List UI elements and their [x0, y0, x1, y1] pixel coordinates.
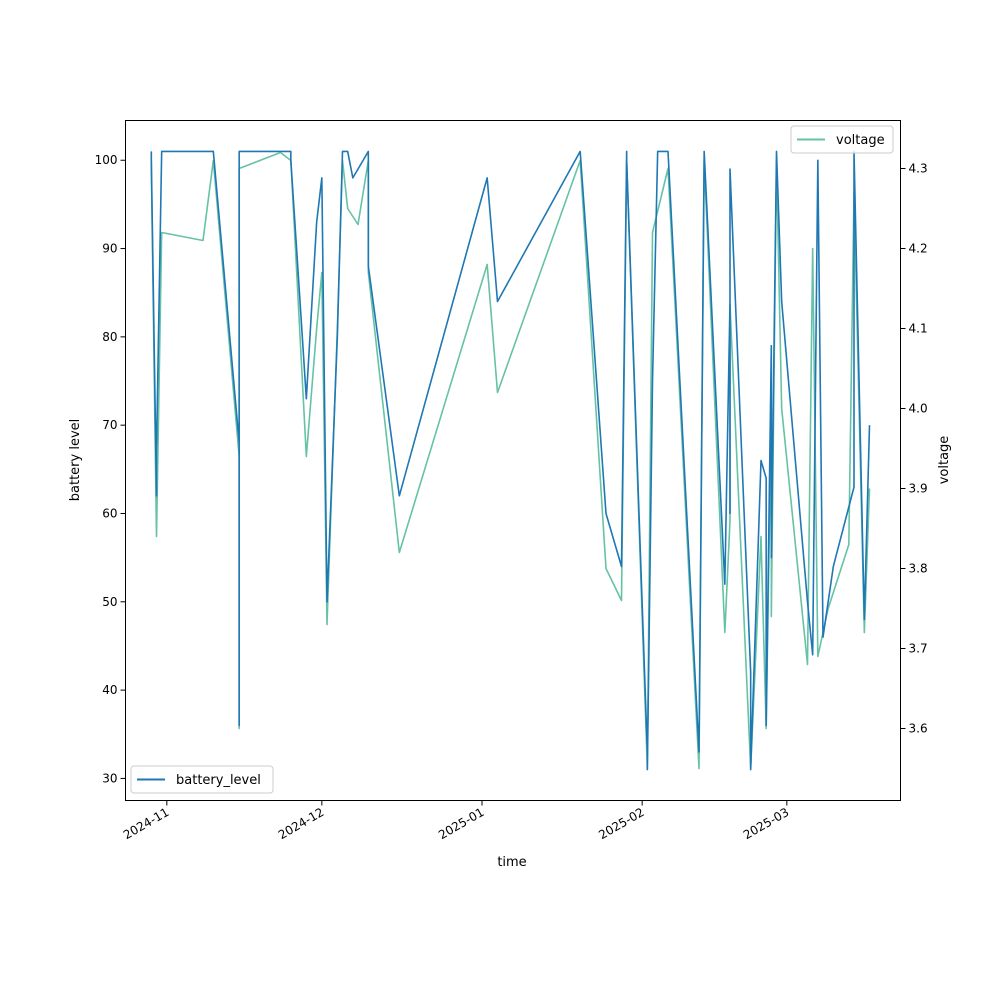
legend-box — [790, 125, 894, 154]
legend-box — [130, 765, 274, 794]
plot-frame — [125, 120, 901, 801]
left-y-tick-label: 70 — [102, 418, 117, 432]
left-y-tick-label: 100 — [95, 153, 118, 167]
left-y-tick-label: 80 — [102, 330, 117, 344]
right-y-tick-label: 3.6 — [909, 722, 928, 736]
left-y-tick-label: 90 — [102, 242, 117, 256]
legend-battery-level: battery_level — [130, 765, 274, 794]
left-y-tick-label: 50 — [102, 595, 117, 609]
right-y-tick-label: 3.7 — [909, 642, 928, 656]
right-y-tick-label: 4.0 — [909, 402, 928, 416]
left-y-axis-label: battery level — [68, 419, 83, 502]
x-tick-label: 2025-01 — [436, 805, 486, 842]
right-y-tick-label: 3.8 — [909, 562, 928, 576]
legend-label-battery-level: battery_level — [176, 773, 261, 788]
x-axis-ticks: 2024-11 2024-12 2025-01 2025-02 2025-03 — [121, 800, 791, 842]
right-y-tick-label: 4.1 — [909, 322, 928, 336]
legend-voltage: voltage — [790, 125, 894, 154]
x-tick-label: 2024-12 — [276, 805, 326, 842]
series-line-voltage — [150, 151, 871, 770]
x-tick-label: 2025-03 — [741, 805, 791, 842]
right-y-axis-ticks: 3.6 3.7 3.8 3.9 4.0 4.1 4.2 4.3 — [900, 162, 928, 736]
right-y-axis-label: voltage — [937, 436, 952, 485]
series-line-battery-level — [150, 150, 871, 771]
right-y-tick-label: 3.9 — [909, 482, 928, 496]
x-axis-label: time — [497, 855, 526, 870]
x-tick-label: 2024-11 — [121, 805, 171, 842]
left-y-axis-ticks: 30 40 50 60 70 80 90 100 — [95, 153, 126, 785]
right-y-tick-label: 4.2 — [909, 242, 928, 256]
x-tick-label: 2025-02 — [596, 805, 646, 842]
legend-label-voltage: voltage — [836, 133, 885, 148]
left-y-tick-label: 40 — [102, 683, 117, 697]
left-y-tick-label: 60 — [102, 506, 117, 520]
right-y-tick-label: 4.3 — [909, 162, 928, 176]
plot-lines — [150, 150, 871, 771]
left-y-tick-label: 30 — [102, 771, 117, 785]
